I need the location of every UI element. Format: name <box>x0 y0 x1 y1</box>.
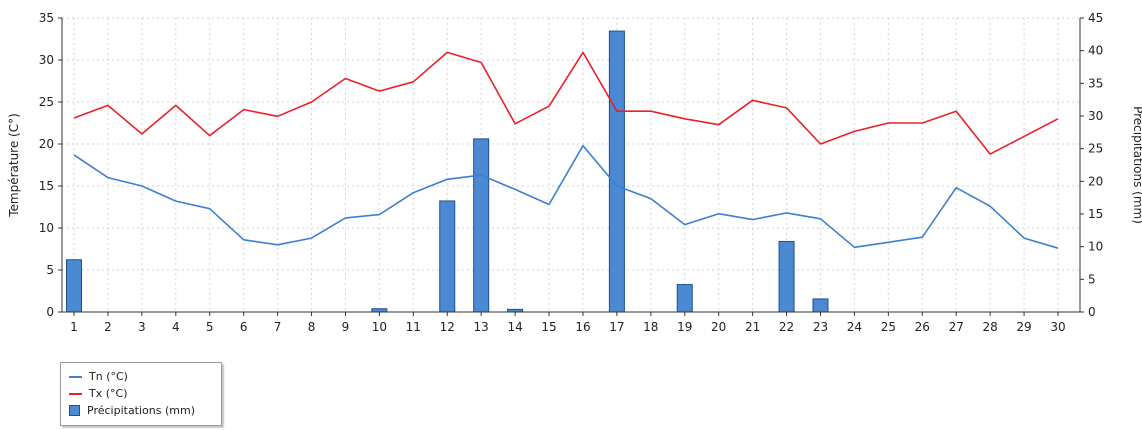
legend-item-precip: Précipitations (mm) <box>67 402 215 419</box>
y-left-tick-label: 0 <box>46 305 54 319</box>
y-left-tick-label: 35 <box>39 11 54 25</box>
legend-item-tn: Tn (°C) <box>67 368 215 385</box>
x-tick-label: 10 <box>372 320 387 334</box>
legend-item-tx: Tx (°C) <box>67 385 215 402</box>
x-tick-label: 1 <box>70 320 78 334</box>
x-tick-label: 9 <box>342 320 350 334</box>
y-left-tick-label: 30 <box>39 53 54 67</box>
x-tick-label: 26 <box>915 320 930 334</box>
y-right-tick-label: 15 <box>1088 207 1103 221</box>
x-tick-label: 17 <box>609 320 624 334</box>
legend: Tn (°C) Tx (°C) Précipitations (mm) <box>60 362 222 426</box>
y-left-tick-label: 25 <box>39 95 54 109</box>
precip-bar <box>676 284 693 313</box>
legend-label-precip: Précipitations (mm) <box>87 404 195 417</box>
y-right-tick-label: 40 <box>1088 44 1103 58</box>
x-tick-label: 14 <box>507 320 522 334</box>
x-tick-label: 18 <box>643 320 658 334</box>
y-right-tick-label: 35 <box>1088 76 1103 90</box>
x-tick-label: 24 <box>847 320 862 334</box>
x-tick-label: 7 <box>274 320 282 334</box>
x-tick-label: 3 <box>138 320 146 334</box>
y-right-tick-label: 25 <box>1088 142 1103 156</box>
x-tick-label: 25 <box>881 320 896 334</box>
x-tick-label: 29 <box>1016 320 1031 334</box>
y-left-axis-title: Température (C°) <box>7 113 21 218</box>
temperature-lines <box>73 51 1059 249</box>
x-tick-label: 13 <box>474 320 489 334</box>
x-tick-label: 2 <box>104 320 112 334</box>
legend-swatch-tn <box>69 375 82 378</box>
precip-bar <box>439 200 456 313</box>
y-right-tick-label: 45 <box>1088 11 1103 25</box>
legend-label-tx: Tx (°C) <box>89 387 128 400</box>
x-tick-label: 27 <box>949 320 964 334</box>
tx-series-line <box>73 51 1059 155</box>
y-right-tick-label: 0 <box>1088 305 1096 319</box>
y-right-axis-title: Précipitations (mm) <box>1131 106 1142 224</box>
x-tick-label: 19 <box>677 320 692 334</box>
x-tick-label: 22 <box>779 320 794 334</box>
x-tick-label: 30 <box>1050 320 1065 334</box>
x-tick-label: 21 <box>745 320 760 334</box>
tn-series-line <box>73 144 1059 249</box>
y-right-tick-label: 5 <box>1088 272 1096 286</box>
x-tick-label: 20 <box>711 320 726 334</box>
legend-label-tn: Tn (°C) <box>89 370 128 383</box>
y-right-tick-label: 10 <box>1088 240 1103 254</box>
y-right-tick-label: 20 <box>1088 174 1103 188</box>
y-left-tick-label: 10 <box>39 221 54 235</box>
x-tick-label: 16 <box>575 320 590 334</box>
precip-bar <box>812 298 829 313</box>
x-tick-label: 5 <box>206 320 214 334</box>
y-right-tick-label: 30 <box>1088 109 1103 123</box>
x-tick-label: 6 <box>240 320 248 334</box>
y-left-tick-label: 5 <box>46 263 54 277</box>
x-tick-label: 11 <box>406 320 421 334</box>
legend-swatch-tx <box>69 392 82 395</box>
x-tick-label: 12 <box>440 320 455 334</box>
precip-bar <box>66 259 82 313</box>
precip-bar <box>473 138 490 313</box>
x-tick-label: 4 <box>172 320 180 334</box>
y-left-tick-label: 15 <box>39 179 54 193</box>
legend-swatch-precip <box>69 405 80 416</box>
axes <box>61 18 1081 313</box>
x-tick-label: 28 <box>982 320 997 334</box>
precip-bar <box>778 240 795 313</box>
x-tick-label: 15 <box>541 320 556 334</box>
x-tick-label: 23 <box>813 320 828 334</box>
y-left-tick-label: 20 <box>39 137 54 151</box>
precip-bar <box>608 30 625 313</box>
x-tick-label: 8 <box>308 320 316 334</box>
